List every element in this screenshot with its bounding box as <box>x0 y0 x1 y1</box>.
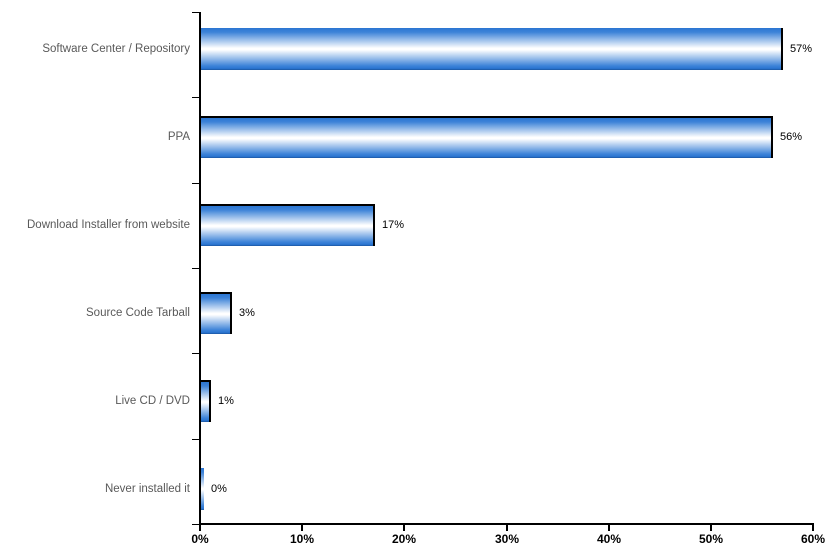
x-axis-tick <box>812 525 814 531</box>
category-label: Source Code Tarball <box>86 307 190 319</box>
value-label: 57% <box>790 43 813 55</box>
x-axis-tick <box>608 525 610 531</box>
x-axis-tick <box>403 525 405 531</box>
x-axis-tick <box>710 525 712 531</box>
category-label: Never installed it <box>104 483 190 495</box>
value-label: 0% <box>211 483 227 495</box>
y-axis-tick <box>192 524 199 525</box>
x-tick-label: 20% <box>391 532 417 546</box>
x-tick-label: 0% <box>191 532 209 546</box>
category-label: Download Installer from website <box>27 219 190 231</box>
x-axis-tick <box>301 525 303 531</box>
category-label: Live CD / DVD <box>115 395 190 407</box>
value-label: 56% <box>780 131 803 143</box>
bar <box>201 28 783 70</box>
y-axis-line <box>199 12 201 524</box>
y-axis-tick <box>192 97 199 98</box>
bar <box>201 204 375 246</box>
y-axis-tick <box>192 353 199 354</box>
bar <box>201 380 211 422</box>
y-axis-tick <box>192 439 199 440</box>
x-axis-tick <box>199 525 201 531</box>
y-axis-tick <box>192 268 199 269</box>
x-tick-label: 40% <box>596 532 622 546</box>
x-tick-label: 50% <box>698 532 724 546</box>
bar <box>201 292 232 334</box>
y-axis-tick <box>192 12 199 13</box>
value-label: 17% <box>382 219 405 231</box>
category-label: Software Center / Repository <box>42 43 190 55</box>
bar <box>201 468 204 510</box>
y-axis-tick <box>192 183 199 184</box>
value-label: 1% <box>218 395 234 407</box>
x-axis-tick <box>506 525 508 531</box>
category-label: PPA <box>167 131 190 143</box>
value-label: 3% <box>239 307 255 319</box>
x-tick-label: 10% <box>289 532 315 546</box>
x-tick-label: 60% <box>800 532 826 546</box>
x-tick-label: 30% <box>494 532 520 546</box>
bar <box>201 116 773 158</box>
x-axis-line <box>199 523 814 525</box>
